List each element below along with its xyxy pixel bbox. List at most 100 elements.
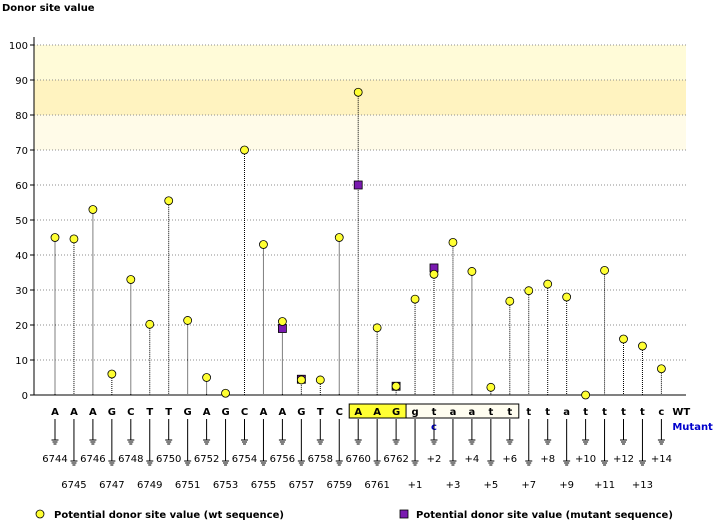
position-label: +11 <box>594 480 615 491</box>
position-label: +10 <box>575 454 596 465</box>
sequence-base: A <box>89 407 97 418</box>
position-label: 6754 <box>232 454 257 465</box>
wt-value-mark <box>164 196 174 206</box>
sequence-base: A <box>260 407 268 418</box>
sequence-base: G <box>108 407 116 418</box>
wt-value-mark <box>202 373 212 382</box>
sequence-base: G <box>221 407 229 418</box>
splice-site-box <box>348 403 520 419</box>
chart-title: Donor site value <box>2 3 95 14</box>
sequence-base: A <box>51 407 59 418</box>
wt-value-mark <box>240 145 249 155</box>
wt-value-mark <box>221 388 230 398</box>
sequence-base: t <box>526 407 531 418</box>
position-label: 6755 <box>251 480 276 491</box>
wt-value-mark <box>88 205 98 214</box>
y-tick-label: 10 <box>15 356 28 367</box>
sequence-base: a <box>469 407 476 418</box>
wt-value-mark <box>372 323 382 333</box>
position-label: 6749 <box>137 480 162 491</box>
mutant-row-label: Mutant <box>672 422 713 433</box>
wt-value-mark <box>467 267 477 276</box>
wt-value-mark <box>69 234 79 244</box>
position-label: +8 <box>540 454 555 465</box>
exon-highlight <box>349 404 407 418</box>
sequence-base: t <box>621 407 626 418</box>
wt-value-mark <box>486 382 496 392</box>
legend-wt-label: Potential donor site value (wt sequence) <box>54 510 284 520</box>
wt-value-mark <box>619 334 628 344</box>
wt-value-mark <box>145 319 155 329</box>
position-label: +7 <box>521 480 536 491</box>
position-label: 6746 <box>80 454 105 465</box>
wt-value-mark <box>391 381 401 391</box>
position-label: 6759 <box>327 480 352 491</box>
legend-mutant-label: Potential donor site value (mutant seque… <box>416 510 673 520</box>
sequence-base: A <box>354 407 362 418</box>
sequence-base: a <box>563 407 570 418</box>
position-label: 6751 <box>175 480 200 491</box>
wt-value-mark <box>638 341 647 351</box>
wt-value-mark <box>581 390 590 400</box>
wt-value-mark <box>107 369 117 379</box>
y-tick-label: 40 <box>15 251 28 262</box>
sequence-base: a <box>450 407 457 418</box>
y-tick-label: 50 <box>15 216 28 227</box>
wt-row-label: WT <box>672 407 690 418</box>
sequence-base: G <box>297 407 305 418</box>
legend-mutant-marker <box>399 509 409 519</box>
sequence-base: A <box>70 407 78 418</box>
position-label: +12 <box>613 454 634 465</box>
position-label: 6744 <box>42 454 67 465</box>
sequence-base: T <box>317 407 324 418</box>
highlight-band-1 <box>34 80 686 115</box>
wt-value-mark <box>562 292 572 302</box>
sequence-base: t <box>583 407 588 418</box>
wt-value-mark <box>657 364 666 374</box>
intron-highlight <box>406 404 519 418</box>
position-label: +1 <box>408 480 423 491</box>
position-label: +3 <box>446 480 461 491</box>
sequence-base: C <box>127 407 134 418</box>
highlight-band-0 <box>34 45 686 80</box>
position-label: 6745 <box>61 480 86 491</box>
wt-value-mark <box>259 240 268 249</box>
highlight-band-2 <box>34 115 686 150</box>
position-label: +13 <box>632 480 653 491</box>
sequence-base: A <box>279 407 287 418</box>
position-label: +5 <box>483 480 498 491</box>
wt-value-mark <box>315 375 325 385</box>
position-label: +9 <box>559 480 574 491</box>
wt-value-mark <box>524 286 534 296</box>
sequence-base: t <box>432 407 437 418</box>
position-label: +6 <box>502 454 517 465</box>
mutant-value-mark <box>353 180 363 190</box>
sequence-base: c <box>658 407 664 418</box>
sequence-base: t <box>545 407 550 418</box>
position-label: +14 <box>651 454 672 465</box>
position-label: 6758 <box>308 454 333 465</box>
position-label: 6748 <box>118 454 143 465</box>
y-tick-label: 100 <box>9 41 28 52</box>
wt-value-mark <box>334 233 344 242</box>
y-tick-label: 0 <box>22 391 28 402</box>
y-tick-label: 90 <box>15 76 28 87</box>
position-label: 6757 <box>289 480 314 491</box>
y-tick-label: 80 <box>15 111 28 122</box>
position-label: 6762 <box>383 454 408 465</box>
sequence-base: g <box>411 407 418 418</box>
position-label: 6752 <box>194 454 219 465</box>
sequence-base: C <box>241 407 248 418</box>
sequence-base: A <box>203 407 211 418</box>
position-label: 6747 <box>99 480 124 491</box>
position-label: +4 <box>465 454 480 465</box>
wt-value-mark <box>126 275 136 284</box>
y-tick-label: 60 <box>15 181 28 192</box>
wt-value-mark <box>600 265 609 275</box>
position-label: 6753 <box>213 480 238 491</box>
wt-value-mark <box>543 279 553 289</box>
sequence-base: G <box>184 407 192 418</box>
sequence-base: G <box>392 407 400 418</box>
sequence-base: t <box>488 407 493 418</box>
